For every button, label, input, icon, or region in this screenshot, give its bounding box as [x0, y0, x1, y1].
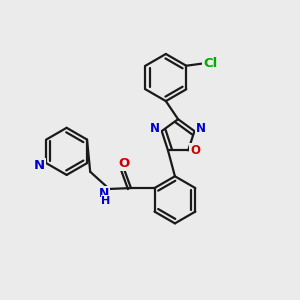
- Text: Cl: Cl: [203, 57, 218, 70]
- Text: N: N: [150, 122, 160, 135]
- Text: N: N: [34, 159, 45, 172]
- Text: H: H: [101, 196, 111, 206]
- Text: N: N: [196, 122, 206, 135]
- Text: N: N: [99, 187, 109, 200]
- Text: O: O: [119, 157, 130, 170]
- Text: O: O: [190, 144, 200, 157]
